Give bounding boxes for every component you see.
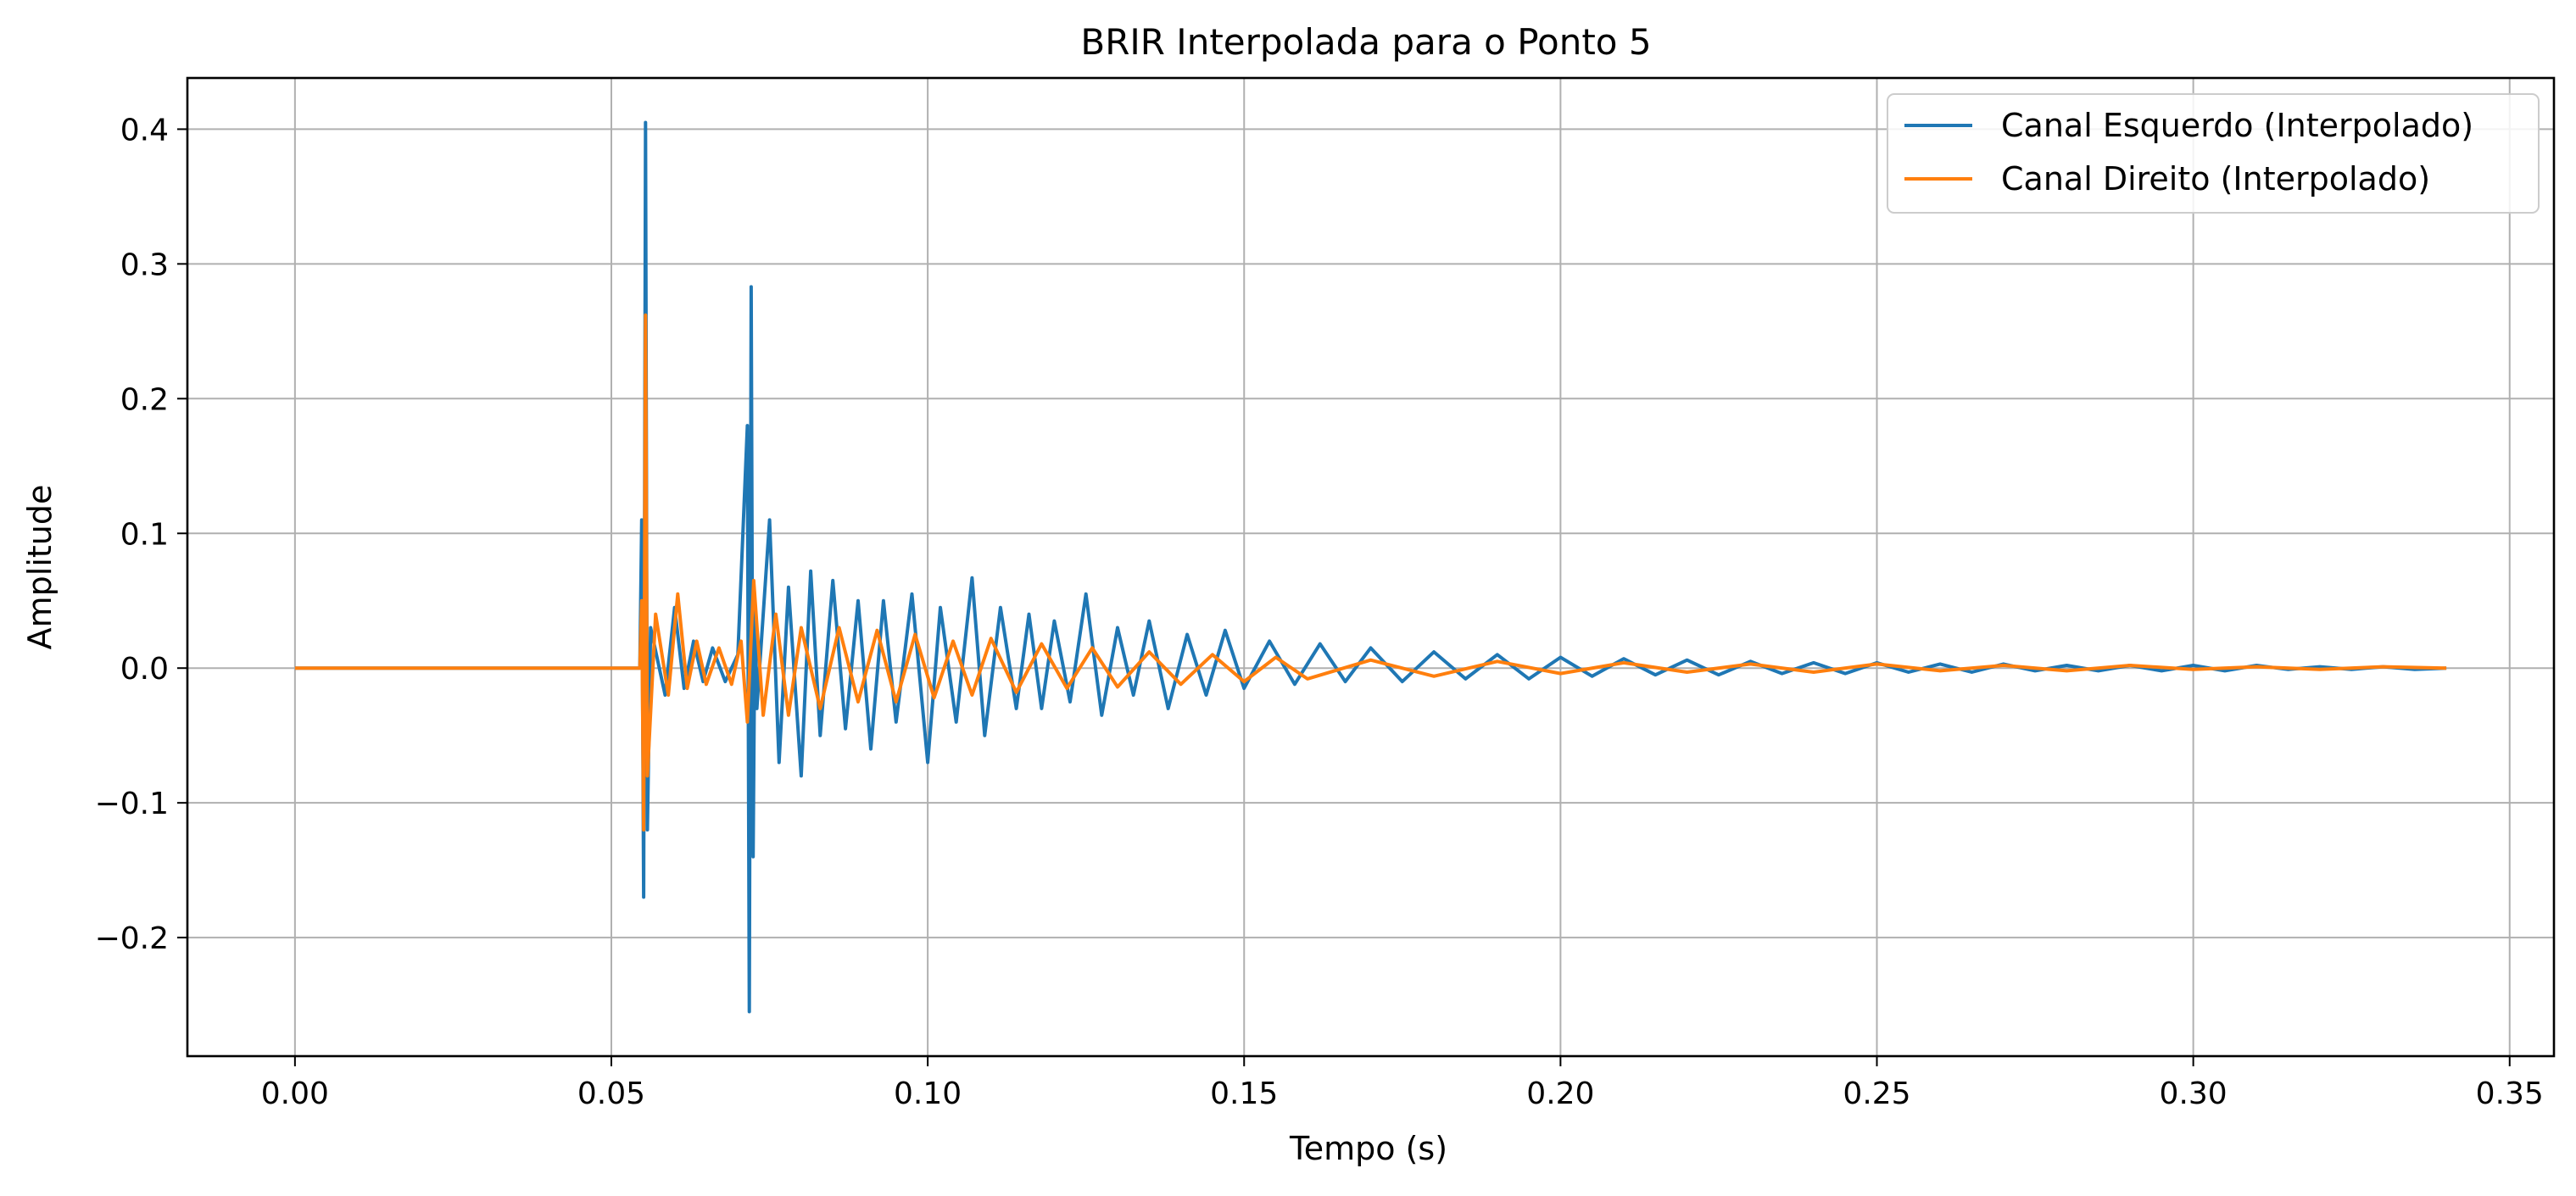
y-tick-label: 0.4: [120, 113, 169, 147]
legend: Canal Esquerdo (Interpolado) Canal Direi…: [1887, 93, 2540, 214]
y-axis-label: Amplitude: [21, 485, 59, 650]
x-tick-label: 0.05: [577, 1076, 645, 1111]
x-tick-label: 0.35: [2476, 1076, 2544, 1111]
series-line-right-channel: [294, 313, 2447, 832]
series-layer: [294, 120, 2447, 1014]
x-tick-label: 0.00: [261, 1076, 329, 1111]
y-tick-label: −0.2: [95, 921, 169, 956]
x-tick-label: 0.30: [2160, 1076, 2228, 1111]
legend-label-right: Canal Direito (Interpolado): [2001, 160, 2430, 197]
legend-box: [1887, 93, 2540, 214]
y-tick-label: 0.1: [120, 517, 169, 552]
x-tick-label: 0.15: [1210, 1076, 1278, 1111]
legend-label-left: Canal Esquerdo (Interpolado): [2001, 107, 2473, 144]
x-axis-label: Tempo (s): [1289, 1130, 1447, 1167]
axis-ticks: 0.00 0.05 0.10 0.15 0.20 0.25 0.30 0.35 −0.2 −0.1…: [95, 113, 2544, 1111]
y-tick-label: −0.1: [95, 787, 169, 821]
plot-frame: [186, 76, 2556, 1058]
y-tick-label: 0.0: [120, 652, 169, 687]
y-tick-label: 0.3: [120, 248, 169, 282]
y-tick-label: 0.2: [120, 382, 169, 417]
x-tick-label: 0.25: [1843, 1076, 1910, 1111]
x-tick-label: 0.20: [1526, 1076, 1594, 1111]
x-tick-label: 0.10: [894, 1076, 962, 1111]
chart-title: BRIR Interpolada para o Ponto 5: [1080, 21, 1651, 63]
